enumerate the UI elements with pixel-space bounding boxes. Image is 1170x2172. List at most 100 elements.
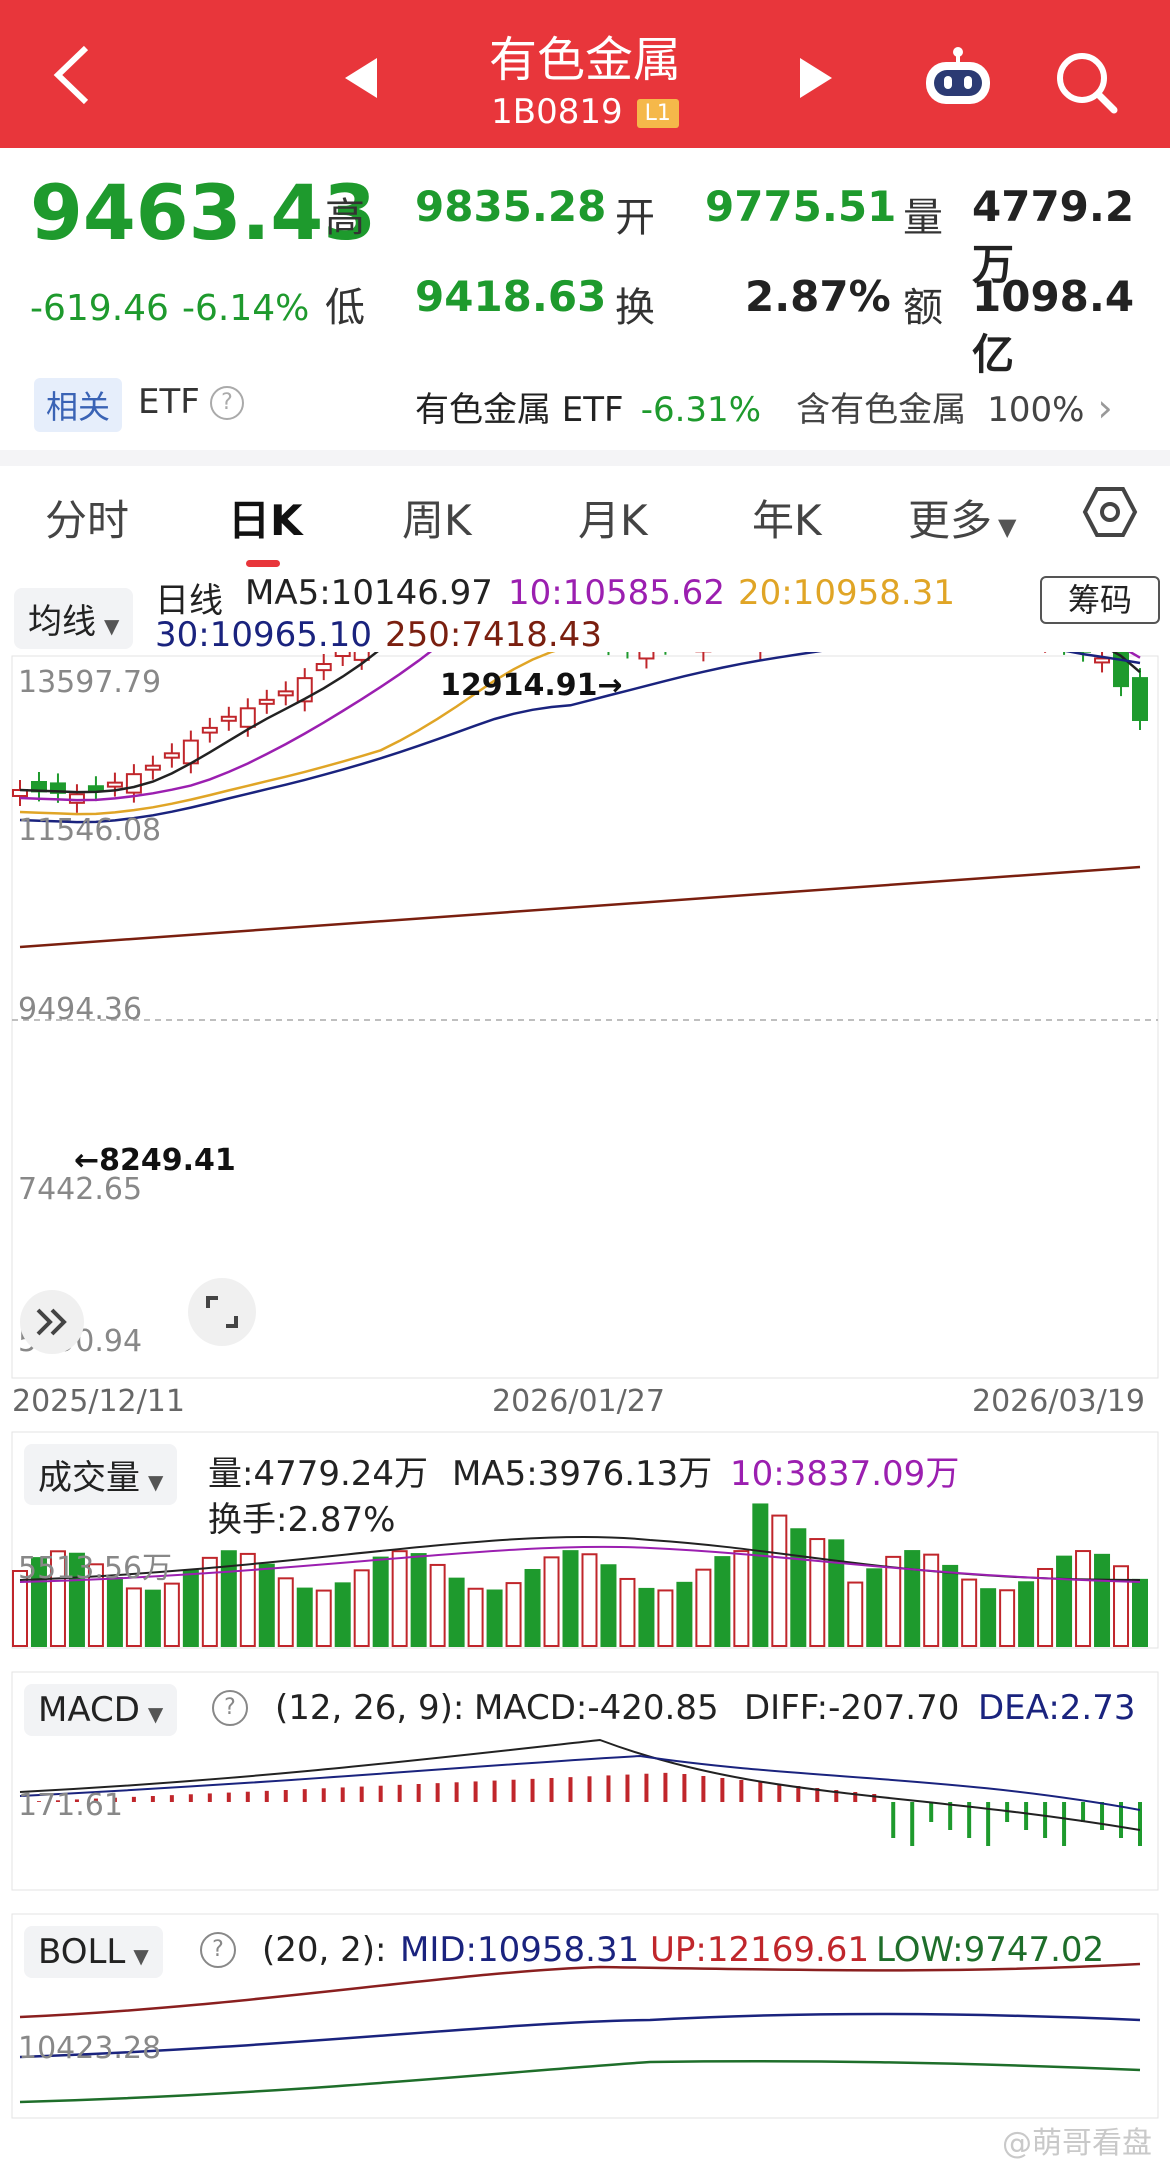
macd-dropdown-label: MACD [38,1690,140,1730]
volume-bar [1018,1581,1035,1647]
volume-turnover: 换手:2.87% [208,1500,396,1540]
volume-ma10-line [19,1545,1141,1583]
boll-dropdown[interactable]: BOLL ▼ [24,1926,163,1978]
candle [201,726,218,734]
macd-params: (12, 26, 9): [275,1688,465,1728]
candle [239,707,256,728]
volume-bar [258,1563,275,1647]
caret-down-icon: ▼ [133,1944,149,1968]
macd-dropdown[interactable]: MACD ▼ [24,1684,178,1736]
turnover-value: 2.87% [745,272,891,321]
volume-label: 量 [903,195,943,241]
page-title: 有色金属 [488,32,681,88]
stock-code-row: 1B0819 L1 [0,92,1170,132]
back-button[interactable] [48,40,108,110]
volume-bar [296,1587,313,1648]
robot-assistant-icon[interactable] [922,46,994,108]
ma250-line [19,865,1141,949]
volume-bar [847,1581,864,1648]
volume-bar [562,1550,579,1647]
double-chevron-right-icon [36,1308,67,1336]
volume-dropdown-label: 成交量 [38,1458,140,1498]
chip-distribution-button[interactable]: 筹码 [1040,576,1160,624]
boll-params: (20, 2): [262,1930,387,1970]
volume-bar [885,1555,902,1647]
volume-bar [1037,1567,1054,1647]
date-label: 2025/12/11 [12,1384,185,1419]
amount-label: 额 [903,285,943,331]
caret-down-icon: ▼ [148,1470,164,1494]
volume-bar [467,1587,484,1648]
search-button[interactable] [1052,48,1120,116]
volume-bar [144,1589,161,1647]
ma5-line [19,652,1141,794]
diff-value: DIFF:-207.70 [744,1688,960,1728]
macd-help-icon[interactable]: ? [212,1690,248,1726]
volume-bar [372,1556,389,1647]
chevron-right-icon: › [1097,386,1113,430]
tab-daily-k[interactable]: 日K [228,496,303,545]
ma20-value: 20:10958.31 [738,573,955,613]
volume-bar [334,1582,351,1648]
volume-bar [733,1550,750,1647]
price-change-pct: -6.14% [182,288,310,329]
fullscreen-icon [206,1296,238,1328]
tab-more[interactable]: 更多 ▼ [908,487,1016,548]
period-label: 日线 [155,581,223,621]
volume-bar [771,1514,788,1648]
candle [1094,657,1111,664]
volume-bar [486,1589,503,1648]
volume-dropdown[interactable]: 成交量 ▼ [24,1444,178,1505]
volume-bar [961,1578,978,1648]
tab-yearly-k[interactable]: 年K [752,496,822,545]
volume-bar [448,1577,465,1648]
volume-ma5: MA5:3976.13万 [452,1454,713,1494]
etf-contains-label: 含有色金属 [796,390,967,430]
volume-bar [315,1589,332,1648]
low-value: 9418.63 [415,272,607,321]
tab-intraday[interactable]: 分时 [45,496,130,545]
candle [68,793,85,804]
prev-stock-button[interactable] [345,58,377,98]
volume-bar [201,1556,218,1647]
volume-bar [790,1528,807,1647]
tab-monthly-k[interactable]: 月K [578,496,648,545]
etf-label: ETF [138,382,200,422]
ma250-value: 250:7418.43 [385,615,602,655]
candle [220,715,237,722]
boll-help-icon[interactable]: ? [200,1932,236,1968]
hexagon-settings-icon [1082,487,1138,537]
ma10-value: 10:10585.62 [508,573,725,613]
fullscreen-button[interactable] [188,1278,256,1346]
volume-bar [581,1553,598,1647]
search-icon [1057,53,1118,114]
boll-ytick: 10423.28 [18,2031,162,2066]
candle [277,690,294,697]
last-price: 9463.43 [30,168,377,257]
candle [125,773,142,794]
low-label: 低 [325,285,365,331]
volume-bar [714,1556,731,1647]
chevron-left-icon [53,45,89,105]
boll-up-line [19,1962,1141,2019]
indicator-dropdown[interactable]: 均线 ▼ [14,588,134,649]
high-marker: 12914.91→ [440,668,623,703]
etf-link[interactable]: 有色金属 ETF -6.31% 含有色金属 100% › [415,382,1155,430]
expand-sidebar-button[interactable] [20,1290,84,1354]
candle [144,764,161,771]
watermark: @萌哥看盘 [1002,2126,1152,2161]
candle [334,652,351,658]
volume-bar [182,1569,199,1648]
volume-bar [828,1539,845,1647]
volume-bar [1075,1550,1092,1647]
next-stock-button[interactable] [800,58,832,98]
kline-ytick: 9494.36 [18,992,143,1027]
tab-weekly-k[interactable]: 周K [402,496,472,545]
volume-current: 量:4779.24万 [208,1454,429,1494]
candle [353,652,370,661]
kline-chart[interactable] [0,652,1170,1382]
active-tab-indicator [246,560,280,567]
volume-bar [12,1570,28,1647]
settings-button[interactable] [1082,484,1138,544]
etf-help-icon[interactable]: ? [210,386,244,420]
